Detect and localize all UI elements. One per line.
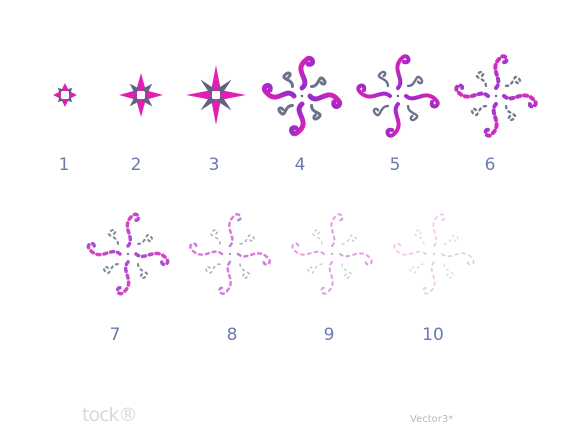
burst-star-icon <box>186 65 246 125</box>
frame-number-1: 1 <box>58 155 70 175</box>
stock-watermark: tock® <box>82 404 138 426</box>
burst-star-icon <box>53 83 77 107</box>
frame-number-5: 5 <box>389 155 401 175</box>
burst-frame-9 <box>290 212 374 296</box>
burst-frame-10 <box>392 212 476 296</box>
burst-frame-4 <box>261 55 343 137</box>
frame-number-3: 3 <box>208 155 220 175</box>
vector-watermark: Vector3* <box>410 414 454 425</box>
swirl-burst-icon <box>454 54 538 138</box>
burst-frame-8 <box>188 212 272 296</box>
burst-frame-3 <box>184 63 248 127</box>
frame-number-2: 2 <box>130 155 142 175</box>
burst-frame-6 <box>454 54 538 138</box>
swirl-burst-icon <box>189 213 271 295</box>
swirl-burst-icon <box>291 213 373 295</box>
swirl-burst-icon <box>356 54 440 138</box>
burst-frame-2 <box>116 70 166 120</box>
swirl-burst-icon <box>393 213 475 295</box>
frame-number-10: 10 <box>422 325 444 345</box>
frame-number-7: 7 <box>109 325 121 345</box>
frame-number-9: 9 <box>323 325 335 345</box>
burst-frame-5 <box>356 54 440 138</box>
burst-star-icon <box>119 73 163 117</box>
burst-frame-1 <box>50 80 80 110</box>
frame-number-4: 4 <box>294 155 306 175</box>
swirl-burst-icon <box>261 55 343 137</box>
frame-number-6: 6 <box>484 155 496 175</box>
burst-frame-7 <box>86 212 170 296</box>
swirl-burst-icon <box>86 212 170 296</box>
frame-number-8: 8 <box>226 325 238 345</box>
